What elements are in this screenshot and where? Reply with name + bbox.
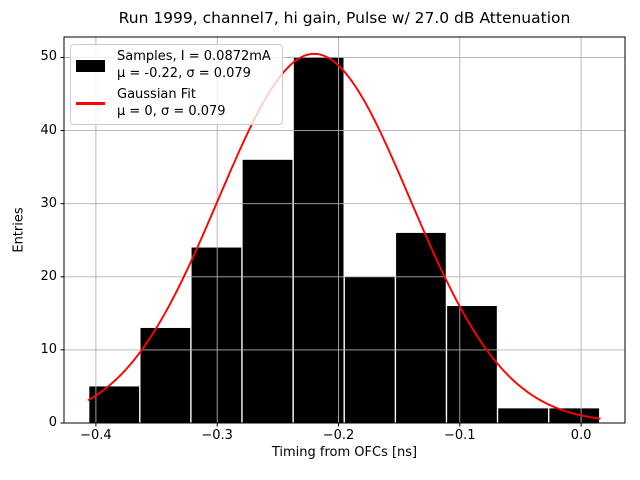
x-tick-label: −0.4 — [80, 428, 112, 443]
y-axis-label: Entries — [11, 207, 27, 253]
legend-samples-line1: Samples, I = 0.0872mA — [117, 49, 271, 64]
y-tick-label: 20 — [40, 268, 57, 284]
y-tick-label: 30 — [40, 195, 57, 211]
y-tick-label: 10 — [40, 341, 57, 357]
y-tick-label: 0 — [48, 415, 57, 430]
histogram-bar — [89, 386, 140, 423]
axes-spines — [63, 36, 626, 424]
histogram-bar — [396, 232, 446, 423]
histogram-bar — [242, 159, 293, 423]
legend-fit-line1: Gaussian Fit — [117, 87, 197, 102]
x-tick-label: −0.1 — [443, 428, 476, 443]
legend: Samples, I = 0.0872mA μ = -0.22, σ = 0.0… — [70, 44, 283, 125]
histogram-bar — [191, 247, 242, 423]
legend-fit-line2: μ = 0, σ = 0.079 — [117, 103, 226, 119]
x-tick-label: 0.0 — [570, 428, 592, 443]
legend-text-samples: Samples, I = 0.0872mA μ = -0.22, σ = 0.0… — [117, 49, 271, 82]
histogram-bar — [498, 408, 549, 423]
histogram-bar — [447, 306, 497, 423]
histogram-bar — [293, 57, 344, 423]
legend-samples-line2: μ = -0.22, σ = 0.079 — [117, 65, 251, 81]
histogram-swatch-column — [76, 59, 105, 72]
y-tick-label: 50 — [40, 49, 57, 65]
fit-swatch-column — [76, 102, 105, 105]
x-axis-label: Timing from OFCs [ns] — [271, 445, 418, 460]
legend-entry-gaussian-fit: Gaussian Fit μ = 0, σ = 0.079 — [76, 87, 276, 120]
chart-title: Run 1999, channel7, hi gain, Pulse w/ 27… — [118, 9, 571, 27]
gaussian-fit-curve — [87, 52, 601, 420]
x-tick-label: −0.2 — [322, 428, 355, 443]
legend-entry-samples: Samples, I = 0.0872mA μ = -0.22, σ = 0.0… — [76, 49, 276, 82]
legend-text-gaussian-fit: Gaussian Fit μ = 0, σ = 0.079 — [117, 87, 226, 120]
histogram-bar — [549, 408, 600, 423]
y-tick-label: 40 — [40, 122, 57, 138]
histogram-swatch — [76, 59, 105, 72]
x-tick-label: −0.3 — [201, 428, 233, 443]
histogram-bar — [140, 327, 191, 423]
gaussian-fit-swatch — [76, 102, 105, 105]
